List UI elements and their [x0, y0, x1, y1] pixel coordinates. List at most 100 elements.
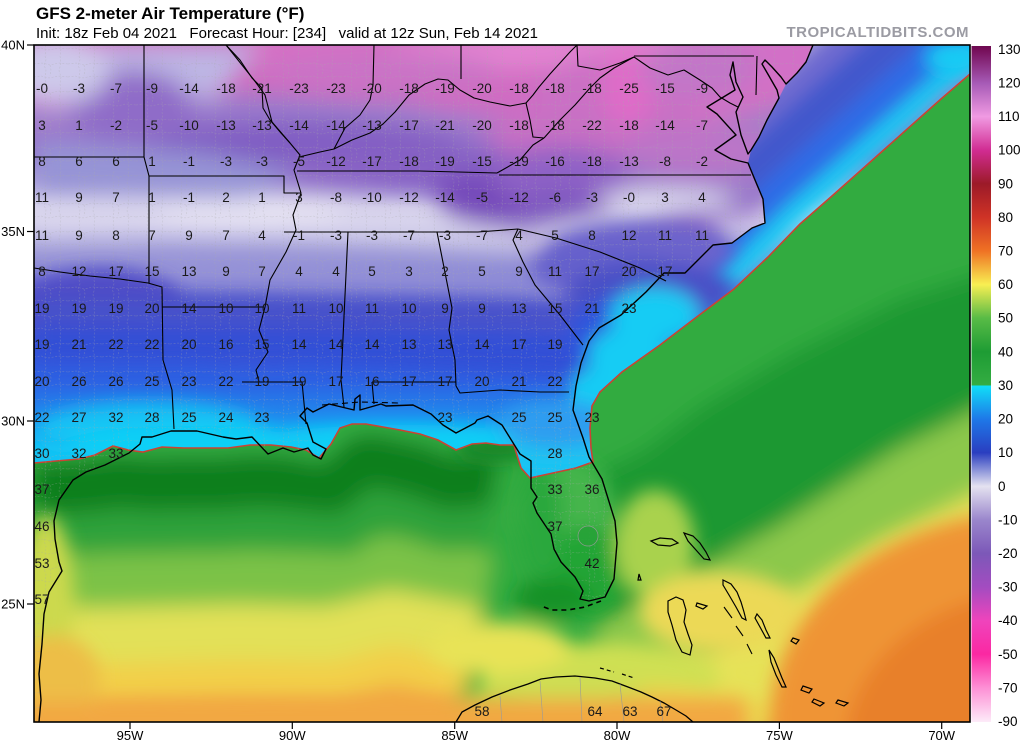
svg-text:-3: -3	[220, 154, 232, 169]
svg-text:-1: -1	[183, 154, 195, 169]
svg-text:40: 40	[998, 344, 1013, 359]
svg-text:7: 7	[148, 228, 156, 243]
svg-text:-14: -14	[326, 118, 346, 133]
svg-text:7: 7	[222, 228, 230, 243]
svg-text:57: 57	[34, 592, 49, 607]
svg-text:20: 20	[181, 337, 196, 352]
svg-text:-21: -21	[252, 81, 272, 96]
svg-text:6: 6	[75, 154, 83, 169]
svg-text:30: 30	[34, 446, 49, 461]
svg-text:4: 4	[332, 264, 340, 279]
svg-text:20: 20	[998, 412, 1013, 427]
svg-text:42: 42	[584, 556, 599, 571]
svg-text:-3: -3	[73, 81, 85, 96]
svg-text:27: 27	[71, 410, 86, 425]
svg-text:12: 12	[621, 228, 636, 243]
svg-text:9: 9	[478, 301, 486, 316]
svg-text:-25: -25	[619, 81, 639, 96]
svg-text:25: 25	[181, 410, 196, 425]
svg-text:4: 4	[295, 264, 303, 279]
svg-text:-90: -90	[998, 714, 1018, 729]
svg-text:-6: -6	[549, 190, 561, 205]
svg-text:10: 10	[218, 301, 233, 316]
svg-text:22: 22	[34, 410, 49, 425]
svg-text:3: 3	[295, 190, 303, 205]
svg-text:3: 3	[38, 118, 46, 133]
svg-text:-7: -7	[110, 81, 122, 96]
svg-text:28: 28	[547, 446, 562, 461]
svg-text:8: 8	[38, 264, 46, 279]
svg-text:10: 10	[401, 301, 416, 316]
svg-text:26: 26	[71, 374, 86, 389]
svg-text:67: 67	[656, 704, 671, 719]
svg-text:11: 11	[292, 301, 306, 316]
svg-text:-16: -16	[545, 154, 565, 169]
svg-text:9: 9	[185, 228, 193, 243]
svg-text:9: 9	[441, 301, 449, 316]
svg-text:1: 1	[148, 154, 156, 169]
svg-text:13: 13	[437, 337, 452, 352]
svg-text:-15: -15	[655, 81, 675, 96]
svg-text:-13: -13	[619, 154, 639, 169]
svg-text:33: 33	[547, 482, 562, 497]
svg-text:30: 30	[998, 378, 1013, 393]
svg-text:-18: -18	[619, 118, 639, 133]
svg-text:-1: -1	[183, 190, 195, 205]
svg-text:110: 110	[998, 109, 1020, 124]
svg-text:-3: -3	[439, 228, 451, 243]
svg-text:-2: -2	[110, 118, 122, 133]
svg-text:32: 32	[108, 410, 123, 425]
svg-text:-23: -23	[289, 81, 309, 96]
svg-text:8: 8	[588, 228, 596, 243]
svg-text:8: 8	[112, 228, 120, 243]
svg-text:9: 9	[75, 190, 83, 205]
svg-text:40N: 40N	[1, 38, 25, 53]
svg-text:-18: -18	[582, 81, 602, 96]
svg-text:9: 9	[515, 264, 523, 279]
svg-text:22: 22	[547, 374, 562, 389]
svg-text:7: 7	[258, 264, 266, 279]
svg-text:28: 28	[144, 410, 159, 425]
svg-text:-3: -3	[330, 228, 342, 243]
svg-text:17: 17	[401, 374, 416, 389]
svg-text:-18: -18	[545, 81, 565, 96]
svg-text:-18: -18	[509, 118, 529, 133]
svg-text:-23: -23	[326, 81, 346, 96]
svg-text:63: 63	[622, 704, 637, 719]
svg-text:25: 25	[144, 374, 159, 389]
svg-text:14: 14	[364, 337, 380, 352]
svg-text:-20: -20	[472, 118, 492, 133]
svg-text:3: 3	[405, 264, 413, 279]
svg-text:15: 15	[144, 264, 159, 279]
svg-text:-50: -50	[998, 647, 1018, 662]
svg-text:10: 10	[254, 301, 269, 316]
svg-text:-19: -19	[435, 154, 455, 169]
svg-text:TROPICALTIDBITS.COM: TROPICALTIDBITS.COM	[786, 24, 969, 41]
svg-text:-14: -14	[435, 190, 455, 205]
svg-text:-19: -19	[435, 81, 455, 96]
svg-text:10: 10	[998, 445, 1013, 460]
svg-text:19: 19	[34, 301, 49, 316]
svg-text:17: 17	[108, 264, 123, 279]
svg-text:-18: -18	[509, 81, 529, 96]
svg-text:-20: -20	[998, 546, 1018, 561]
svg-text:11: 11	[365, 301, 379, 316]
svg-text:33: 33	[108, 446, 123, 461]
svg-text:19: 19	[108, 301, 123, 316]
svg-text:80: 80	[998, 210, 1013, 225]
svg-text:-14: -14	[179, 81, 199, 96]
svg-text:-40: -40	[998, 613, 1018, 628]
svg-text:7: 7	[112, 190, 120, 205]
svg-text:-22: -22	[582, 118, 602, 133]
svg-text:21: 21	[511, 374, 526, 389]
svg-text:-3: -3	[366, 228, 378, 243]
svg-text:11: 11	[658, 228, 672, 243]
svg-text:11: 11	[695, 228, 709, 243]
svg-text:5: 5	[551, 228, 559, 243]
svg-text:-21: -21	[435, 118, 455, 133]
svg-text:17: 17	[437, 374, 452, 389]
svg-text:20: 20	[621, 264, 636, 279]
svg-text:22: 22	[144, 337, 159, 352]
svg-text:6: 6	[112, 154, 120, 169]
svg-text:1: 1	[148, 190, 156, 205]
